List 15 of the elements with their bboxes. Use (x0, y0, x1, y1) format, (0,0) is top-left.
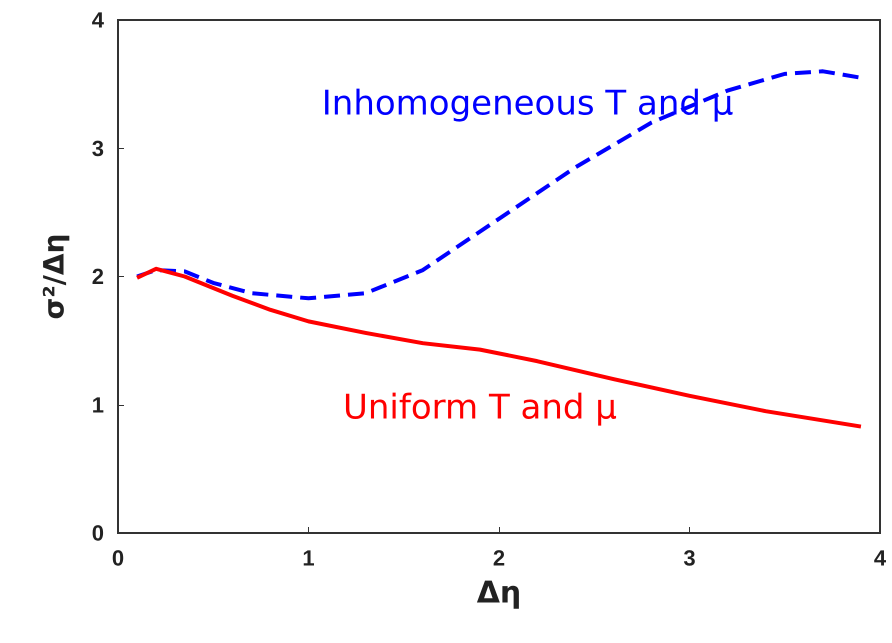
x-axis-title: Δη (476, 576, 522, 610)
y-tick-label: 0 (92, 520, 104, 546)
x-tick-label: 4 (874, 546, 887, 570)
series-label: Uniform T and μ (342, 387, 617, 428)
y-tick-label: 4 (92, 8, 105, 32)
y-tick-label: 3 (92, 136, 104, 161)
y-tick-label: 2 (92, 264, 104, 289)
series-label: Inhomogeneous T and μ (322, 83, 734, 124)
line-series (135, 266, 863, 429)
x-tick-label: 0 (112, 546, 124, 570)
y-axis-title: σ²/Δη (38, 234, 70, 320)
x-tick-label: 2 (492, 546, 506, 570)
x-tick-label: 3 (683, 546, 696, 570)
y-tick-label: 1 (92, 392, 104, 418)
x-tick-label: 1 (302, 546, 315, 570)
